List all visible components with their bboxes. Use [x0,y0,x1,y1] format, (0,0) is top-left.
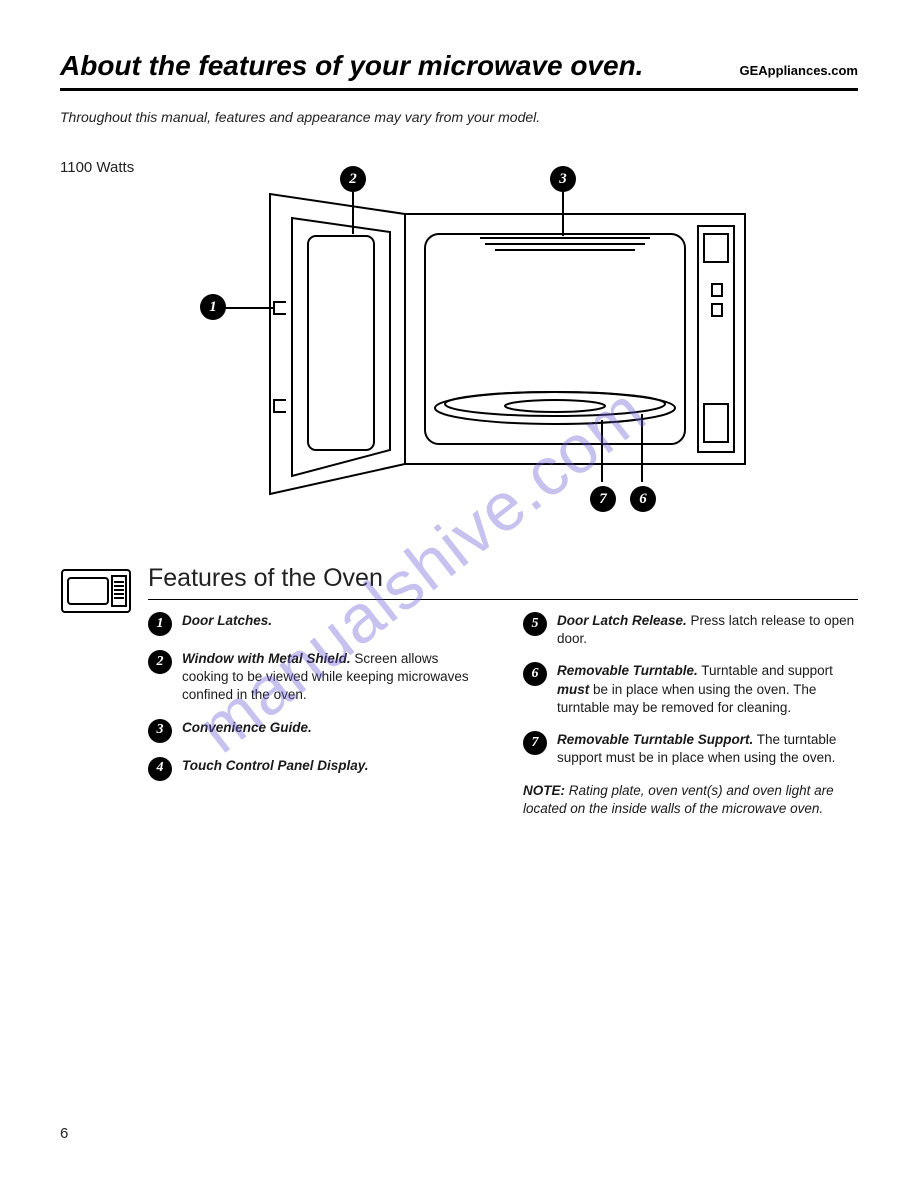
feature-text: Removable Turntable Support. The turntab… [557,731,858,767]
feature-head: Door Latches. [182,613,272,628]
feature-col-right: 5 Door Latch Release. Press latch release… [523,612,858,818]
feature-item: 7 Removable Turntable Support. The turnta… [523,731,858,767]
note: NOTE: Rating plate, oven vent(s) and ove… [523,782,858,818]
feature-number: 6 [523,662,547,686]
feature-item: 2 Window with Metal Shield. Screen allows… [148,650,483,705]
feature-item: 6 Removable Turntable. Turntable and supp… [523,662,858,717]
feature-number: 4 [148,757,172,781]
feature-emph: must [557,682,589,697]
feature-number: 2 [148,650,172,674]
feature-columns: 1 Door Latches. 2 Window with Metal Shield.… [148,612,858,818]
feature-head: Convenience Guide. [182,720,312,735]
feature-number: 1 [148,612,172,636]
note-label: NOTE: [523,783,565,798]
feature-head: Door Latch Release. [557,613,687,628]
feature-text: Door Latch Release. Press latch release … [557,612,858,648]
feature-text: Convenience Guide. [182,719,312,743]
diagram-callout-1: 1 [200,294,226,320]
feature-head: Removable Turntable. [557,663,698,678]
section-title: Features of the Oven [148,564,858,600]
oven-icon [60,568,132,619]
feature-text: Window with Metal Shield. Screen allows … [182,650,483,705]
feature-col-left: 1 Door Latches. 2 Window with Metal Shield.… [148,612,483,818]
feature-text: Removable Turntable. Turntable and suppo… [557,662,858,717]
microwave-svg [150,154,780,534]
feature-text: Touch Control Panel Display. [182,757,369,781]
feature-number: 7 [523,731,547,755]
diagram-callout-2: 2 [340,166,366,192]
feature-number: 3 [148,719,172,743]
diagram-callout-6: 6 [630,486,656,512]
page-number: 6 [60,1125,68,1142]
feature-item: 5 Door Latch Release. Press latch release… [523,612,858,648]
microwave-diagram: 1 2 3 76 [150,154,780,534]
diagram-callout-3: 3 [550,166,576,192]
page-header: About the features of your microwave ove… [60,50,858,91]
feature-head: Touch Control Panel Display. [182,758,369,773]
feature-number: 5 [523,612,547,636]
brand-link: GEAppliances.com [740,63,858,78]
feature-head: Removable Turntable Support. [557,732,753,747]
page-subtitle: Throughout this manual, features and app… [60,109,858,125]
feature-text: Door Latches. [182,612,272,636]
page-title: About the features of your microwave ove… [60,50,643,82]
diagram-callout-7: 7 [590,486,616,512]
feature-head: Window with Metal Shield. [182,651,351,666]
feature-item: 1 Door Latches. [148,612,483,636]
feature-item: 3 Convenience Guide. [148,719,483,743]
features-section: Features of the Oven 1 Door Latches. 2 Wind… [60,564,858,818]
feature-item: 4 Touch Control Panel Display. [148,757,483,781]
